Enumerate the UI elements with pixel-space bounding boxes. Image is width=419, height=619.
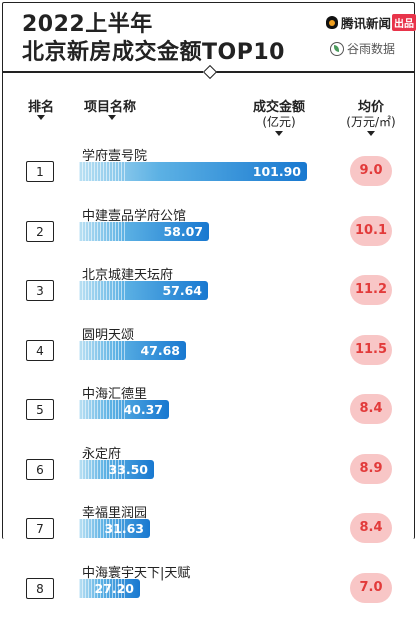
rank-label: 1 — [26, 161, 54, 182]
amount-bar — [79, 162, 307, 181]
col-name-header: 项目名称 — [84, 100, 137, 115]
amount-bar — [79, 519, 150, 538]
price-sort-caret-icon — [367, 131, 375, 136]
amount-value-label: 101.90 — [252, 164, 301, 179]
amount-value-label: 40.37 — [123, 402, 163, 417]
col-price-header: 均价 — [357, 100, 384, 115]
table-row: 3 北京城建天坛府 57.64 11.2 — [0, 261, 419, 321]
amount-value-label: 57.64 — [162, 283, 202, 298]
avg-price-badge: 11.5 — [350, 334, 392, 365]
table-row: 5 中海汇德里 40.37 8.4 — [0, 380, 419, 440]
table-row: 4 圆明天颂 47.68 11.5 — [0, 321, 419, 381]
card-frame — [2, 2, 415, 539]
avg-price-badge: 7.0 — [350, 572, 392, 603]
table-row: 2 中建壹品学府公馆 58.07 10.1 — [0, 202, 419, 262]
avg-price-badge: 8.4 — [350, 513, 392, 543]
project-name-label: 圆明天颂 — [82, 327, 135, 343]
amount-bar — [79, 400, 169, 419]
project-name-label: 学府壹号院 — [82, 149, 148, 164]
col-rank-header: 排名 — [27, 100, 54, 115]
diamond-ornament-icon — [202, 64, 218, 80]
col-price-unit: (万元/㎡) — [346, 115, 396, 129]
rank-label: 6 — [26, 458, 54, 480]
title-rule-right — [216, 71, 415, 73]
amount-bar — [79, 281, 208, 300]
project-name-label: 永定府 — [82, 446, 122, 462]
rank-label: 4 — [26, 339, 54, 361]
penguin-icon — [326, 16, 338, 29]
rank-label: 3 — [26, 280, 54, 301]
rank-label: 7 — [26, 518, 54, 539]
amount-bar — [79, 459, 154, 479]
title-line-2: 北京新房成交金额TOP10 — [22, 40, 285, 65]
amount-bar — [79, 221, 209, 241]
data-source-name: 谷雨数据 — [347, 42, 396, 56]
brand-logo: 腾讯新闻 出品 — [326, 13, 417, 32]
table-row: 8 中海寰宇天下|天赋 27.20 7.0 — [0, 559, 419, 619]
title-line-1: 2022上半年 — [22, 12, 153, 37]
project-name-label: 北京城建天坛府 — [82, 268, 174, 283]
avg-price-badge: 8.4 — [350, 394, 392, 424]
amount-sort-caret-icon — [275, 131, 283, 136]
title-rule-left — [2, 71, 203, 73]
brand-badge: 出品 — [392, 14, 417, 31]
amount-value-label: 47.68 — [140, 342, 180, 358]
rank-sort-caret-icon — [37, 115, 45, 120]
amount-value-label: 33.50 — [108, 461, 148, 477]
project-name-label: 中海汇德里 — [82, 387, 148, 402]
col-amount-header: 成交金额 — [252, 100, 305, 115]
table-row: 6 永定府 33.50 8.9 — [0, 440, 419, 500]
project-name-label: 中建壹品学府公馆 — [82, 208, 187, 224]
avg-price-badge: 11.2 — [350, 275, 392, 305]
brand-name: 腾讯新闻 — [341, 16, 392, 31]
avg-price-badge: 9.0 — [350, 156, 392, 186]
avg-price-badge: 10.1 — [350, 215, 392, 246]
amount-value-label: 27.20 — [94, 580, 134, 596]
project-name-label: 幸福里润园 — [82, 506, 148, 521]
header: 2022上半年 北京新房成交金额TOP10 腾讯新闻 出品 谷雨数据 — [0, 0, 419, 82]
name-sort-caret-icon — [108, 115, 116, 120]
leaf-icon — [330, 41, 344, 56]
rank-label: 8 — [26, 577, 54, 599]
amount-value-label: 31.63 — [104, 521, 144, 536]
col-amount-unit: (亿元) — [262, 115, 296, 129]
table-row: 7 幸福里润园 31.63 8.4 — [0, 499, 419, 559]
rank-label: 5 — [26, 399, 54, 420]
table-row: 1 学府壹号院 101.90 9.0 — [0, 142, 419, 202]
amount-bar — [79, 340, 186, 360]
amount-value-label: 58.07 — [163, 223, 203, 239]
data-source-logo: 谷雨数据 — [330, 40, 395, 57]
avg-price-badge: 8.9 — [350, 453, 392, 484]
rank-label: 2 — [26, 220, 54, 242]
